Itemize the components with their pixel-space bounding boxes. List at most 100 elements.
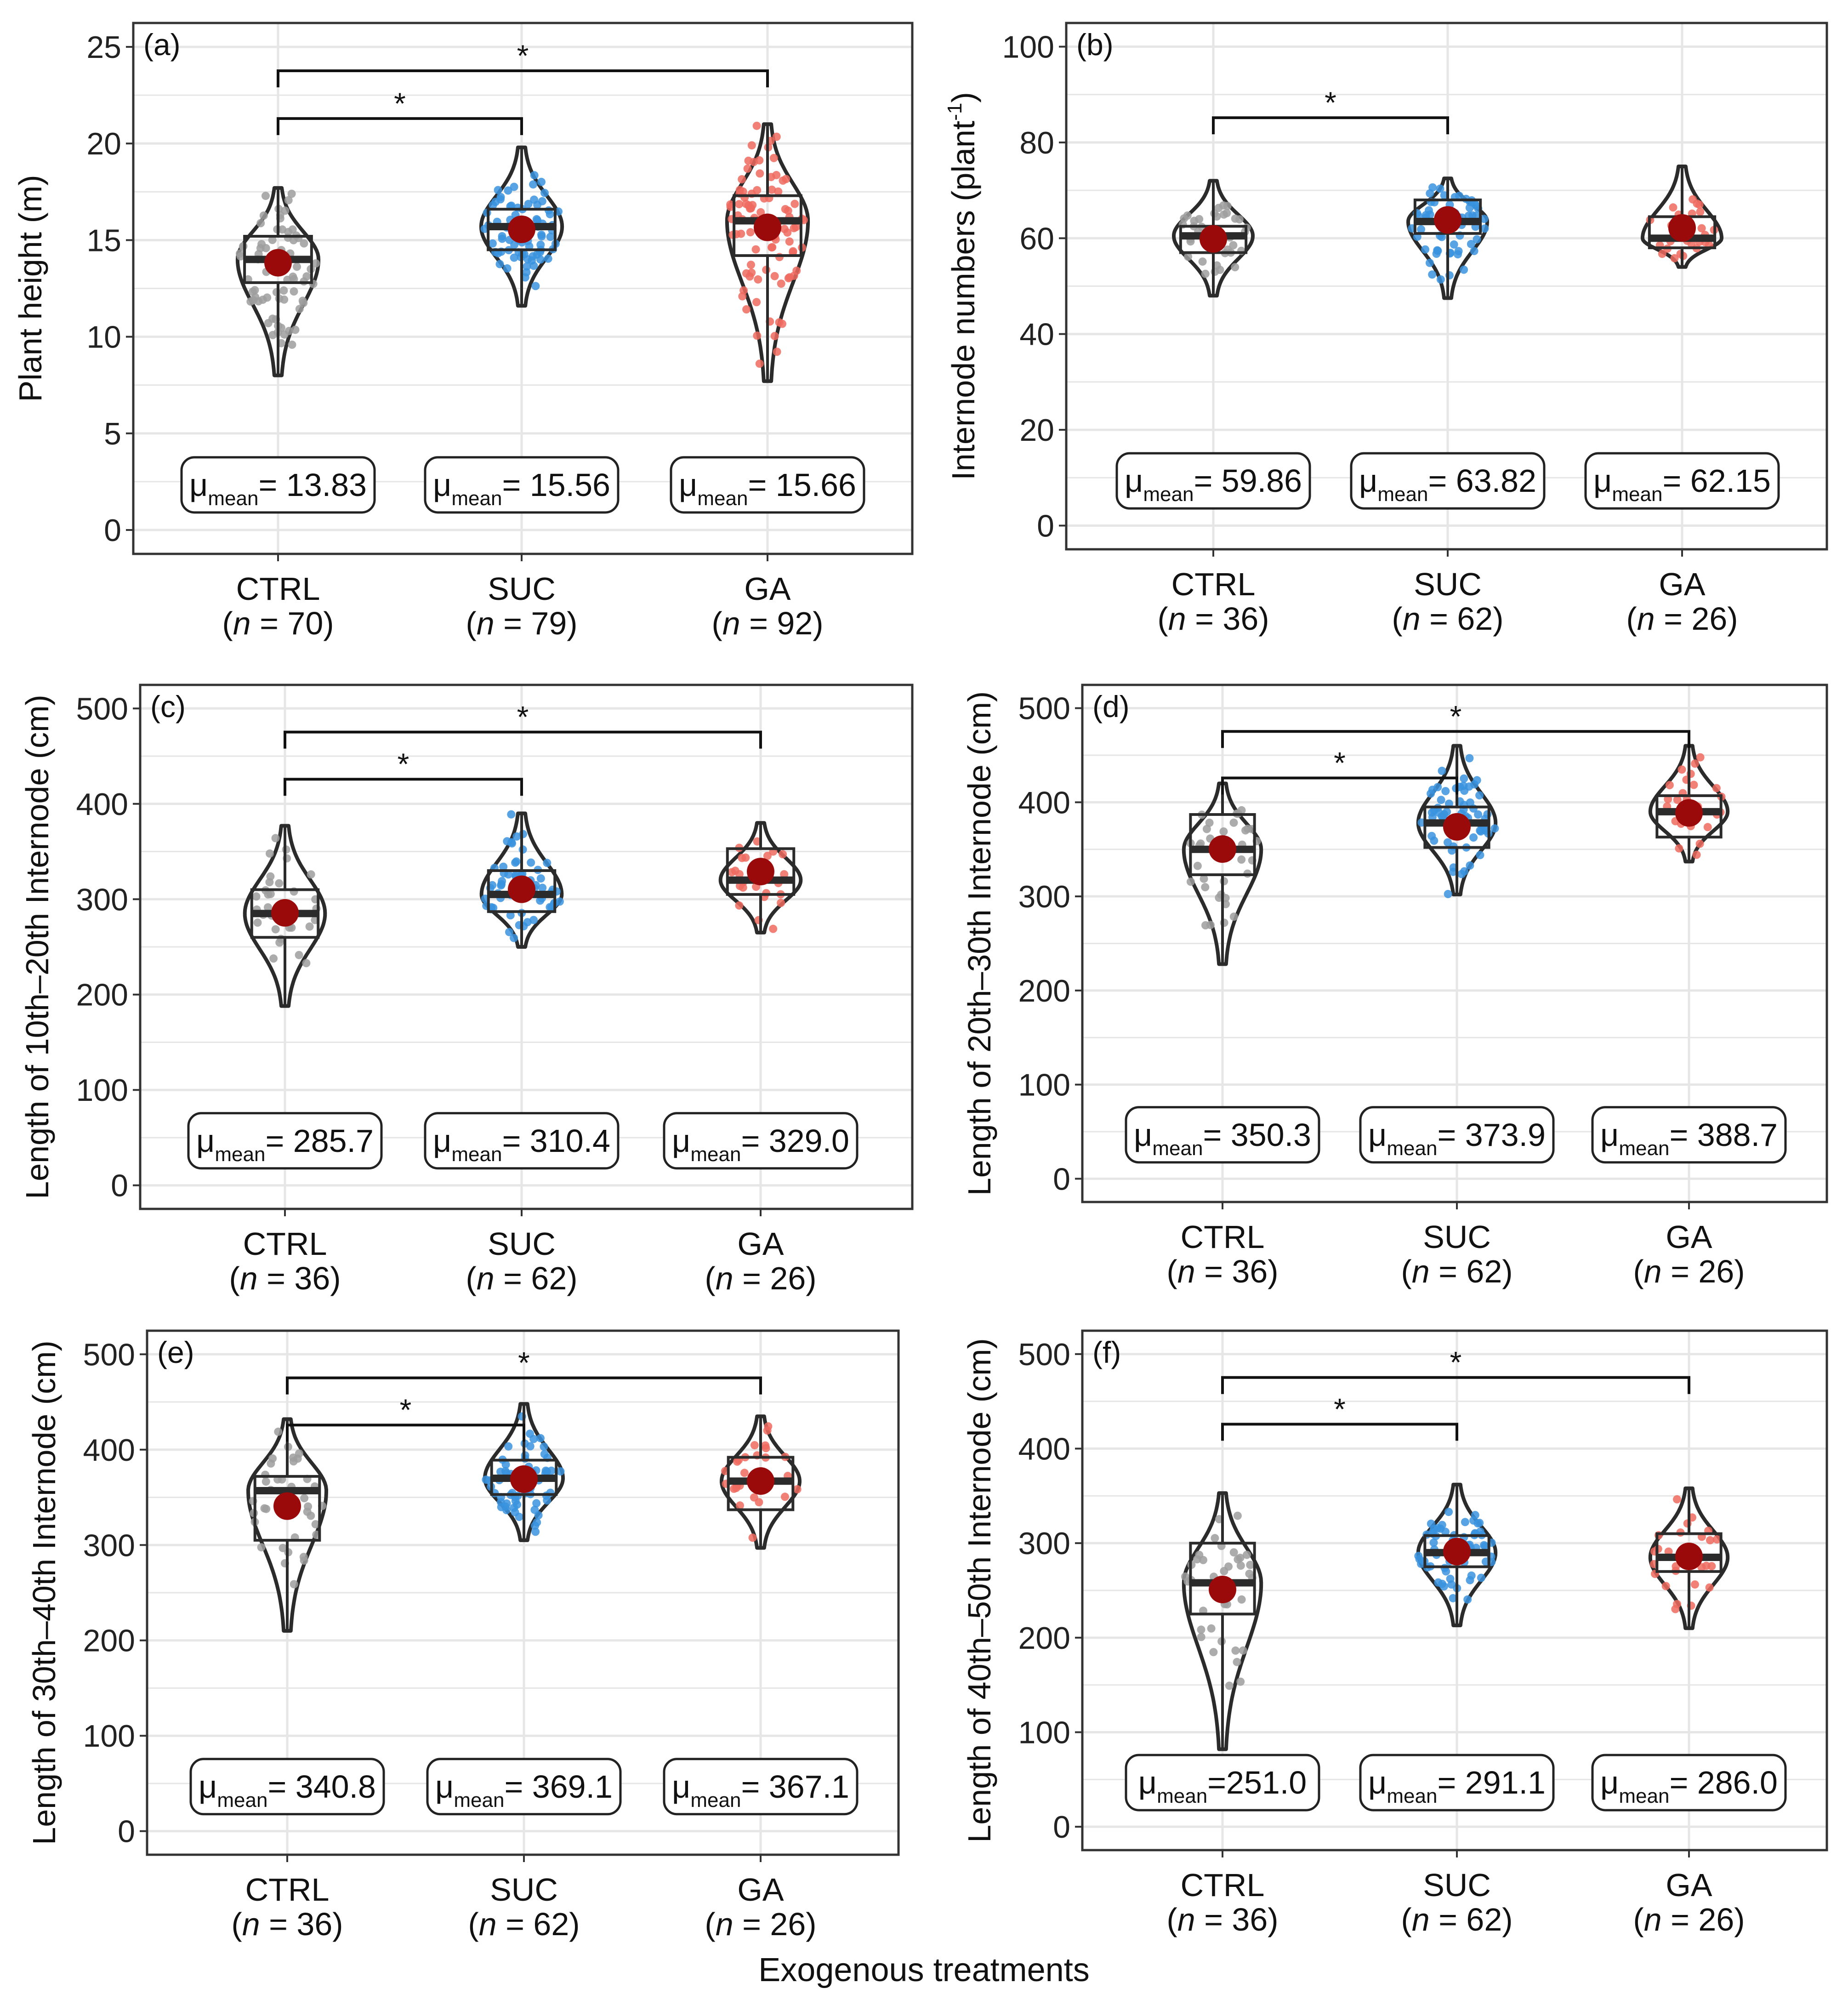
- panel-d-point-suc: [1437, 796, 1445, 804]
- panel-f-group-suc: μmean= 291.1: [1359, 1482, 1555, 1812]
- panel-a-significance-bracket: [277, 117, 523, 135]
- panel-a-mean-suc: [508, 215, 535, 243]
- panel-e-point-suc: [529, 1435, 538, 1443]
- panel-a-point-ga: [747, 141, 756, 150]
- panel-a-point-suc: [498, 234, 506, 243]
- panel-a-xtick-label-ctrl: CTRL: [236, 571, 320, 607]
- panel-b-n-label-ctrl: (n = 36): [1157, 601, 1269, 637]
- panel-f-point-ctrl: [1225, 1681, 1234, 1690]
- panel-e-mean-label-ctrl: μmean= 340.8: [199, 1769, 376, 1812]
- panel-d-mean-label-ga: μmean= 388.7: [1600, 1117, 1778, 1160]
- panel-d-point-ctrl: [1202, 825, 1211, 833]
- panel-f-point-ctrl: [1209, 1648, 1218, 1657]
- panel-a-n-label-suc: (n = 79): [466, 605, 577, 641]
- panel-b-point-ga: [1696, 207, 1705, 216]
- panel-d-point-suc: [1433, 783, 1442, 792]
- panel-e-point-ctrl: [295, 1449, 303, 1458]
- panel-b-xtick-label-ga: GA: [1659, 566, 1705, 602]
- panel-f-point-ga: [1712, 1535, 1721, 1544]
- panel-f-point-suc: [1429, 1538, 1438, 1547]
- panel-c-ytick-label: 200: [76, 978, 128, 1013]
- panel-a-point-ga: [742, 269, 751, 278]
- panel-e-mean-label-suc: μmean= 369.1: [435, 1769, 613, 1812]
- panel-f-point-ctrl: [1220, 1567, 1228, 1575]
- panel-f-mean-label-box-ga: [1591, 1754, 1787, 1812]
- panel-c-xtick-label-ctrl: CTRL: [243, 1226, 327, 1262]
- panel-f-ytick-label: 400: [1018, 1432, 1070, 1467]
- panel-e-xtick-label-suc: SUC: [490, 1872, 558, 1908]
- panel-e-n-label-ga: (n = 26): [705, 1906, 816, 1942]
- panel-d-point-suc: [1465, 754, 1474, 763]
- panel-e-ytick-label: 400: [83, 1433, 135, 1468]
- panel-f-point-ctrl: [1234, 1555, 1242, 1564]
- panel-f-point-ctrl: [1211, 1534, 1219, 1543]
- panel-f-point-ctrl: [1237, 1595, 1246, 1604]
- panel-e-group-ctrl: μmean= 340.8: [189, 1417, 385, 1816]
- panel-a-point-ga: [746, 228, 755, 237]
- panel-b-point-suc: [1425, 258, 1434, 267]
- panel-d-point-ga: [1692, 850, 1701, 859]
- panel-f-ytick-label: 200: [1018, 1621, 1070, 1656]
- panel-a-point-suc: [510, 182, 518, 191]
- panel-b-n-label-suc: (n = 62): [1392, 601, 1503, 637]
- panel-a-point-ga: [772, 171, 781, 179]
- panel-f-ytick-label: 300: [1018, 1526, 1070, 1561]
- panel-c-mean-ctrl: [271, 899, 299, 927]
- panel-a-point-ctrl: [279, 286, 288, 295]
- panel-a-point-ctrl: [284, 228, 293, 236]
- panel-a-point-ctrl: [291, 325, 300, 334]
- panel-d-significance-label: *: [1334, 746, 1346, 780]
- panel-d-mean-label-box-suc: [1359, 1106, 1555, 1164]
- panel-f-xtick-label-ctrl: CTRL: [1181, 1867, 1265, 1903]
- panel-b-point-ctrl: [1231, 263, 1240, 272]
- panel-f-point-suc: [1477, 1573, 1485, 1582]
- panel-d-ytick-label: 200: [1018, 974, 1070, 1008]
- panel-f-label: (f): [1092, 1335, 1121, 1369]
- panel-a-mean-ctrl: [264, 249, 292, 277]
- panel-a-ytick-label: 10: [86, 320, 121, 355]
- panel-b-point-ga: [1658, 250, 1666, 258]
- panel-e-ytick-label: 0: [118, 1814, 135, 1849]
- panel-d-point-suc: [1460, 867, 1469, 876]
- panel-e-mean-label-box-ga: [663, 1758, 859, 1816]
- panel-a-point-ga: [754, 275, 762, 284]
- panel-b-point-ctrl: [1198, 257, 1207, 266]
- panel-c-point-ctrl: [305, 922, 314, 931]
- panel-e-point-ctrl: [311, 1520, 320, 1529]
- panel-f-violin-ctrl: [1182, 1491, 1263, 1751]
- panel-a-point-ga: [745, 204, 754, 213]
- panel-a-mean-label-box-suc: [424, 456, 620, 514]
- panel-d-point-suc: [1483, 810, 1492, 819]
- panel-d: 0 100 200 300 400 500 Length of 20th–30th Inte…: [961, 684, 1828, 1289]
- panel-c-point-ga: [763, 852, 772, 860]
- panel-f-point-suc: [1481, 1542, 1490, 1551]
- panel-c-ytick-label: 400: [76, 787, 128, 822]
- panel-e-xtick-label-ctrl: CTRL: [245, 1872, 330, 1908]
- panel-a-point-ga: [735, 186, 744, 194]
- panel-a-group-ctrl: μmean= 13.83: [180, 186, 376, 514]
- panel-b-point-suc: [1467, 239, 1475, 248]
- panel-e-frame: [146, 1329, 900, 1856]
- panel-f-point-suc: [1467, 1571, 1476, 1580]
- panel-d-point-suc: [1438, 767, 1446, 775]
- panel-b-mean-suc: [1434, 206, 1461, 234]
- panel-a-point-ctrl: [280, 330, 289, 339]
- panel-a-ytick-label: 25: [86, 30, 121, 65]
- panel-d-point-ctrl: [1229, 912, 1238, 921]
- panel-a-point-ga: [756, 169, 764, 178]
- panel-a-point-suc: [495, 260, 504, 268]
- panel-b-label: (b): [1076, 28, 1114, 62]
- panel-d-point-ctrl: [1201, 883, 1210, 892]
- panel-e-significance-bracket: [286, 1376, 762, 1395]
- panel-a-point-ctrl: [256, 219, 265, 228]
- panel-c-point-ctrl: [271, 925, 280, 934]
- panel-b-point-ga: [1669, 203, 1677, 212]
- panel-c-point-ctrl: [253, 918, 262, 927]
- panel-c-xtick-label-ga: GA: [737, 1226, 784, 1262]
- panel-b-point-ctrl: [1201, 269, 1210, 278]
- panel-a-point-suc: [524, 199, 533, 208]
- panel-c-point-suc: [527, 858, 535, 867]
- panel-c-point-suc: [536, 874, 545, 883]
- panel-f-point-suc: [1447, 1580, 1456, 1589]
- panel-e-mean-label-box-suc: [426, 1758, 622, 1816]
